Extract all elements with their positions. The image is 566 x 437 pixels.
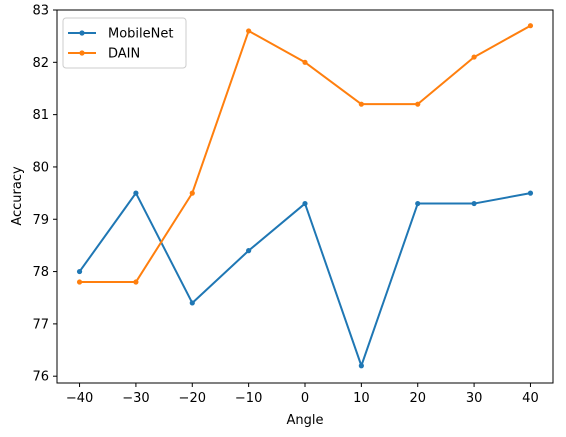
legend-label: MobileNet	[108, 27, 173, 42]
x-tick-label: −40	[66, 391, 93, 406]
data-point	[358, 363, 364, 369]
y-tick-label: 76	[32, 370, 49, 385]
y-tick-label: 82	[32, 56, 49, 71]
y-tick-label: 81	[32, 108, 49, 123]
y-tick-label: 79	[32, 213, 49, 228]
x-tick-label: 20	[409, 391, 426, 406]
legend: MobileNet DAIN	[62, 17, 187, 69]
data-point	[415, 101, 421, 107]
x-tick-label: −30	[122, 391, 149, 406]
x-tick-label: −10	[235, 391, 262, 406]
data-point	[415, 200, 421, 207]
data-point	[76, 279, 83, 285]
legend-entries: MobileNet DAIN	[68, 27, 173, 62]
y-tick-label: 80	[32, 160, 49, 175]
data-point	[527, 23, 534, 29]
series-dain	[76, 23, 534, 285]
legend-label: DAIN	[108, 47, 140, 62]
legend-frame	[62, 17, 187, 69]
data-point	[302, 200, 308, 207]
x-tick-label: 0	[301, 391, 309, 406]
x-tick-label: 10	[353, 391, 370, 406]
x-tick-label: 30	[466, 391, 483, 406]
series-mobilenet	[76, 190, 534, 369]
data-point	[527, 190, 534, 196]
data-point	[302, 59, 308, 65]
x-axis-title: Angle	[287, 413, 324, 428]
y-tick-label: 83	[32, 4, 49, 19]
x-axis-ticks: −40 −30 −20 −10 0 10 20 30 40	[66, 383, 539, 406]
y-axis-ticks: 76 77 78 79 80 81 82 83	[32, 4, 57, 385]
data-point	[246, 28, 252, 34]
y-tick-label: 77	[32, 317, 49, 332]
legend-entry: MobileNet	[68, 27, 173, 42]
y-tick-label: 78	[32, 265, 49, 280]
data-point	[189, 300, 195, 306]
data-point	[246, 248, 252, 254]
legend-entry: DAIN	[68, 47, 140, 62]
x-tick-label: −20	[179, 391, 206, 406]
data-point	[358, 101, 364, 107]
series-layer	[76, 23, 534, 369]
data-point	[189, 190, 195, 196]
legend-marker	[79, 50, 85, 56]
y-axis-title: Accuracy	[10, 166, 25, 226]
data-point	[133, 190, 139, 196]
legend-marker	[79, 30, 85, 36]
plot-area	[57, 10, 553, 383]
x-tick-label: 40	[522, 391, 539, 406]
data-point	[471, 54, 477, 60]
data-point	[133, 279, 139, 285]
data-point	[471, 200, 477, 207]
data-point	[76, 268, 83, 275]
